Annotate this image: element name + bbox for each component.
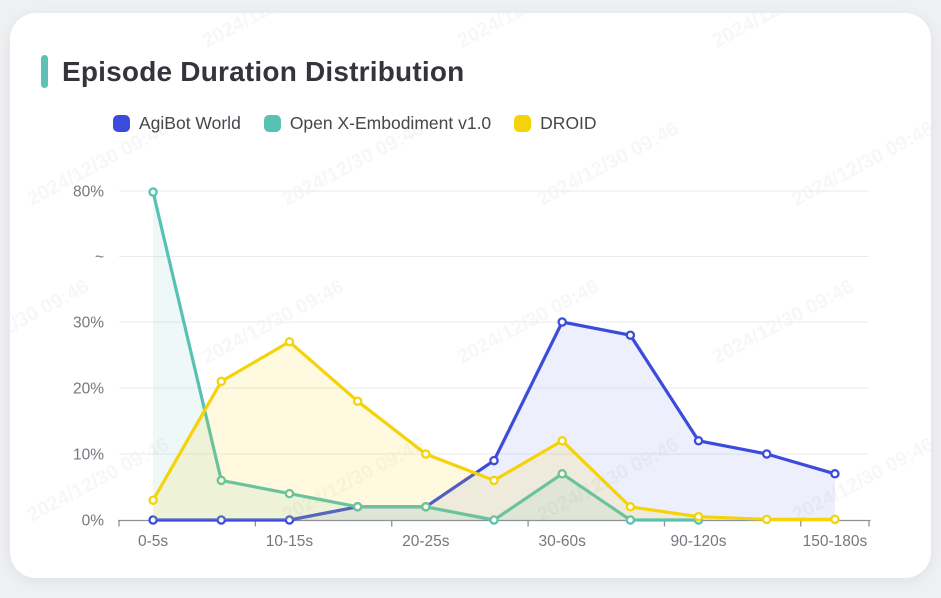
title-row: Episode Duration Distribution [41,55,464,88]
y-axis-label: ~ [95,249,104,266]
data-point-droid[interactable] [761,514,772,525]
y-axis-label: 30% [73,315,104,332]
x-axis-label: 20-25s [402,533,450,550]
legend-label-agibot-world: AgiBot World [139,113,241,133]
data-point-agibot-world[interactable] [489,455,499,466]
data-point-droid[interactable] [284,337,295,347]
data-point-droid[interactable] [557,436,567,446]
data-point-agibot-world[interactable] [284,515,295,525]
series-area-agibot-world [153,322,835,520]
chart-title: Episode Duration Distribution [62,55,465,87]
legend-swatch-droid [514,115,532,132]
data-point-open-x-embodiment-v1-0[interactable] [489,515,499,525]
legend-label-droid: DROID [540,113,597,133]
legend-item-droid[interactable]: DROID [514,113,597,134]
x-axis-label: 150-180s [803,533,868,550]
data-point-open-x-embodiment-v1-0[interactable] [421,502,431,512]
data-point-droid[interactable] [421,449,431,459]
data-point-open-x-embodiment-v1-0[interactable] [284,488,295,499]
chart-legend: AgiBot World Open X-Embodiment v1.0 DROID [113,113,597,134]
data-point-droid[interactable] [216,376,227,387]
title-accent-bar [41,55,48,88]
legend-swatch-open-x-embodiment-v1-0 [263,115,281,132]
data-point-droid[interactable] [489,475,499,486]
legend-item-agibot-world[interactable]: AgiBot World [113,113,241,134]
data-point-open-x-embodiment-v1-0[interactable] [216,475,227,486]
data-point-agibot-world[interactable] [761,449,772,459]
data-point-open-x-embodiment-v1-0[interactable] [557,469,567,479]
series-area-droid [153,341,835,520]
legend-item-open-x-embodiment-v1-0[interactable]: Open X-Embodiment v1.0 [263,113,492,134]
x-axis-label: 0-5s [138,533,168,550]
data-point-open-x-embodiment-v1-0[interactable] [625,515,636,525]
y-axis-label: 80% [73,184,104,201]
x-axis-label: 30-60s [538,533,586,550]
data-point-open-x-embodiment-v1-0[interactable] [148,187,158,197]
data-point-droid[interactable] [625,502,636,512]
series-area-open-x-embodiment-v1-0 [153,192,699,520]
data-point-agibot-world[interactable] [148,515,158,525]
y-axis-label: 20% [73,381,104,398]
data-point-agibot-world[interactable] [216,515,227,525]
data-point-agibot-world[interactable] [557,317,567,327]
data-point-agibot-world[interactable] [830,469,840,479]
legend-swatch-agibot-world [113,115,130,132]
data-point-agibot-world[interactable] [625,330,636,340]
y-axis-label: 10% [73,447,104,464]
data-point-droid[interactable] [148,495,158,505]
data-point-droid[interactable] [352,396,363,406]
data-point-open-x-embodiment-v1-0[interactable] [352,502,363,512]
y-axis-label: 0% [82,513,105,530]
data-point-agibot-world[interactable] [693,436,704,446]
legend-label-open-x-embodiment-v1-0: Open X-Embodiment v1.0 [289,113,492,133]
data-point-droid[interactable] [830,514,840,525]
x-axis-label: 90-120s [671,533,727,550]
data-point-droid[interactable] [693,511,704,522]
x-axis-label: 10-15s [266,533,314,550]
